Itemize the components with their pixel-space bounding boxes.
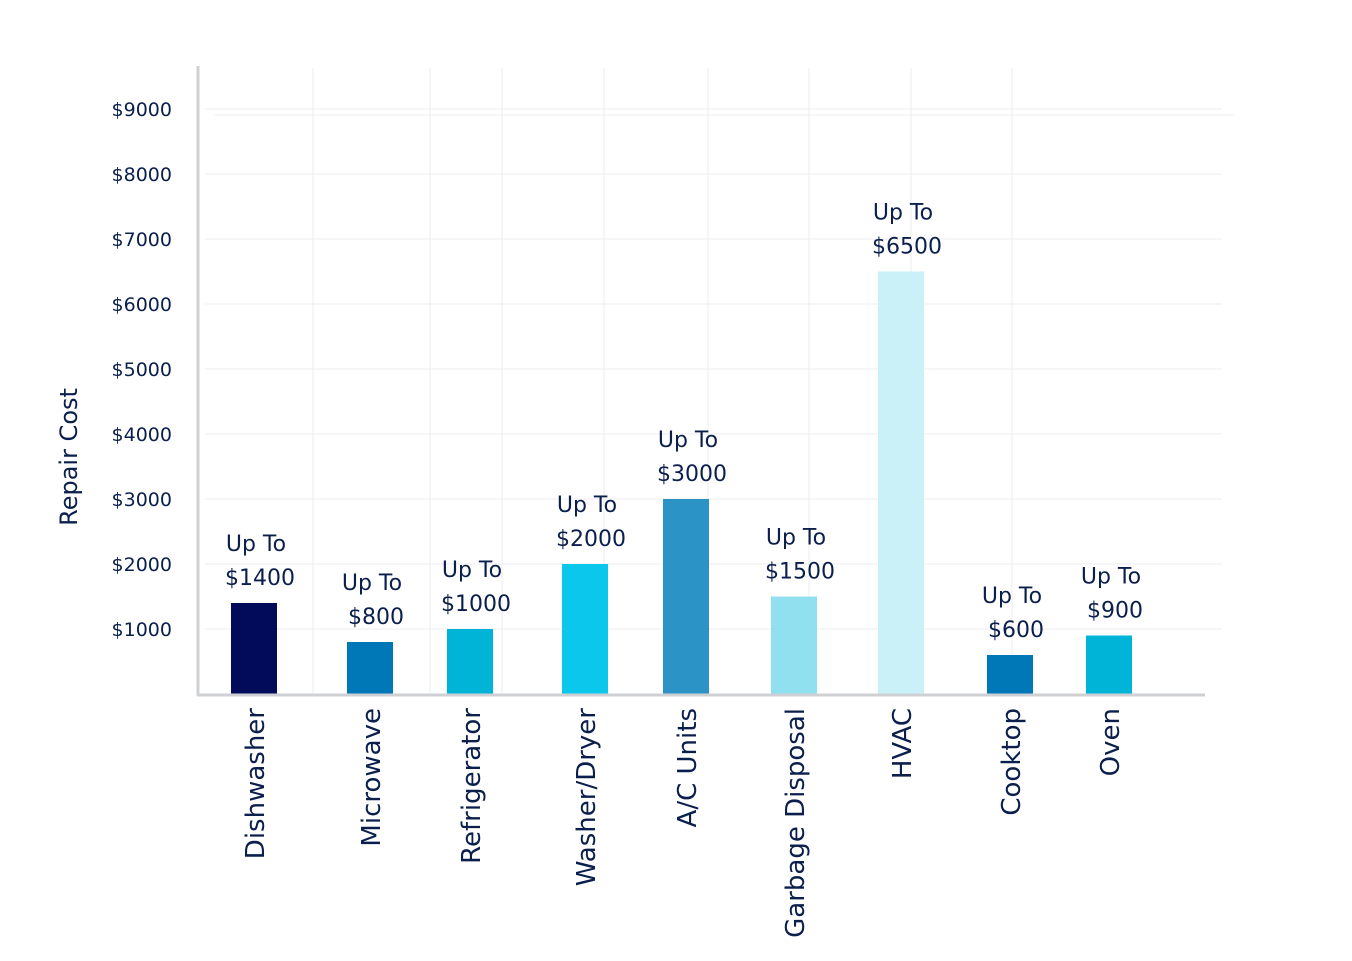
category-label-5: A/C Units: [673, 708, 703, 827]
value-label-7: $6500: [872, 235, 942, 260]
value-label-prefix-4: Up To: [557, 493, 617, 518]
category-label-6: Garbage Disposal: [781, 708, 811, 938]
category-label-7: HVAC: [888, 708, 918, 779]
value-label-prefix-8: Up To: [982, 584, 1042, 609]
value-labels: Up To $1400 Up To $800 Up To $1000 Up To $2000 U…: [225, 201, 1143, 644]
bar-a-c-units: [663, 499, 709, 694]
y-axis-title: Repair Cost: [55, 388, 83, 526]
bar-oven: [1086, 635, 1132, 694]
y-tick-label-5: $5000: [112, 359, 172, 381]
bar-washer-dryer: [562, 564, 608, 694]
category-label-8: Cooktop: [997, 708, 1027, 816]
category-label-1: Dishwasher: [241, 708, 271, 859]
category-label-2: Microwave: [357, 708, 387, 847]
value-label-prefix-5: Up To: [658, 428, 718, 453]
bar-cooktop: [987, 655, 1033, 694]
y-tick-label-7: $7000: [112, 229, 172, 251]
value-label-prefix-7: Up To: [873, 201, 933, 226]
bar-hvac: [878, 271, 924, 694]
value-label-2: $800: [348, 605, 404, 630]
value-label-8: $600: [988, 618, 1044, 643]
y-tick-label-4: $4000: [112, 424, 172, 446]
value-label-prefix-1: Up To: [226, 532, 286, 557]
value-label-prefix-3: Up To: [442, 558, 502, 583]
category-labels: Dishwasher Microwave Refrigerator Washer/Dr…: [241, 708, 1126, 938]
value-label-prefix-6: Up To: [766, 526, 826, 551]
category-label-3: Refrigerator: [457, 708, 487, 864]
bar-dishwasher: [231, 603, 277, 694]
value-label-9: $900: [1087, 599, 1143, 624]
bar-refrigerator: [447, 629, 493, 694]
value-label-6: $1500: [765, 560, 835, 585]
value-label-1: $1400: [225, 566, 295, 591]
y-tick-label-6: $6000: [112, 294, 172, 316]
y-tick-label-8: $8000: [112, 164, 172, 186]
y-tick-label-9: $9000: [112, 99, 172, 121]
value-label-prefix-9: Up To: [1081, 565, 1141, 590]
y-tick-label-3: $3000: [112, 489, 172, 511]
value-label-5: $3000: [657, 462, 727, 487]
y-tick-label-1: $1000: [112, 619, 172, 641]
bar-garbage-disposal: [771, 596, 817, 694]
grid-lines: [205, 68, 1234, 694]
y-tick-labels: $1000 $2000 $3000 $4000 $5000 $6000 $7000 $8000…: [112, 99, 172, 641]
y-tick-label-2: $2000: [112, 554, 172, 576]
bars: [231, 271, 1132, 694]
axes: [196, 66, 1205, 697]
value-label-3: $1000: [441, 592, 511, 617]
category-label-4: Washer/Dryer: [572, 708, 602, 887]
bar-microwave: [347, 642, 393, 694]
category-label-9: Oven: [1096, 708, 1126, 776]
value-label-prefix-2: Up To: [342, 571, 402, 596]
value-label-4: $2000: [556, 527, 626, 552]
